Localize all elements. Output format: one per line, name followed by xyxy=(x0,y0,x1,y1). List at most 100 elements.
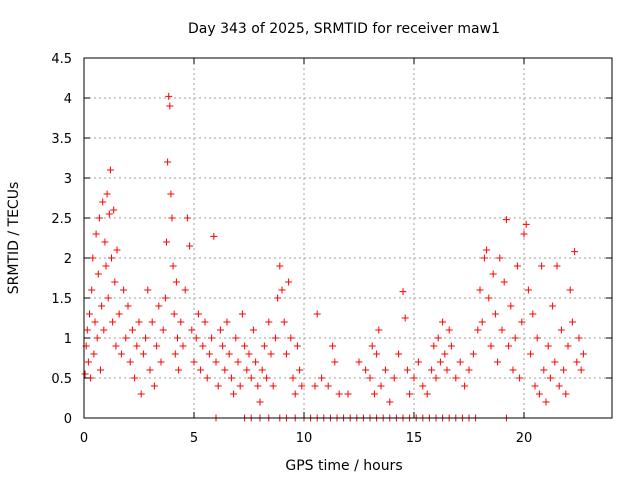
data-point xyxy=(247,374,255,382)
data-point xyxy=(456,358,464,366)
data-point xyxy=(474,326,482,334)
data-point xyxy=(355,358,363,366)
data-point xyxy=(465,366,473,374)
data-point xyxy=(529,310,537,318)
data-point xyxy=(94,270,102,278)
data-point xyxy=(531,382,539,390)
data-point xyxy=(544,342,552,350)
data-point xyxy=(476,286,484,294)
data-point xyxy=(271,334,279,342)
data-point xyxy=(505,342,513,350)
data-point xyxy=(194,310,202,318)
data-point xyxy=(227,374,235,382)
data-point xyxy=(560,366,568,374)
data-points xyxy=(81,92,587,422)
data-point xyxy=(368,342,376,350)
data-point xyxy=(282,350,290,358)
data-point xyxy=(110,206,118,214)
data-point xyxy=(445,326,453,334)
data-point xyxy=(509,366,517,374)
data-point xyxy=(245,350,253,358)
data-point xyxy=(399,288,407,296)
data-point xyxy=(577,366,585,374)
data-point xyxy=(518,318,526,326)
data-point xyxy=(161,294,169,302)
data-point xyxy=(115,310,123,318)
data-point xyxy=(108,254,115,262)
data-point xyxy=(546,374,554,382)
data-point xyxy=(86,310,93,318)
data-point xyxy=(375,326,383,334)
data-point xyxy=(269,382,277,390)
data-point xyxy=(434,334,442,342)
data-point xyxy=(447,342,455,350)
data-point xyxy=(313,310,321,318)
data-point xyxy=(142,334,150,342)
data-point xyxy=(491,310,499,318)
data-point xyxy=(516,374,524,382)
data-point xyxy=(238,310,246,318)
data-point xyxy=(225,350,233,358)
data-point xyxy=(113,246,121,254)
data-point xyxy=(410,374,418,382)
data-point xyxy=(128,326,136,334)
data-point xyxy=(390,374,398,382)
data-point xyxy=(291,390,299,398)
data-point xyxy=(148,318,156,326)
data-point xyxy=(131,374,139,382)
data-point xyxy=(102,262,110,270)
data-point xyxy=(190,358,198,366)
data-point xyxy=(122,334,130,342)
data-point xyxy=(443,366,451,374)
data-point xyxy=(157,358,165,366)
data-point xyxy=(329,342,337,350)
data-point xyxy=(183,214,191,222)
data-point xyxy=(232,334,240,342)
data-point xyxy=(287,334,295,342)
data-point xyxy=(513,262,521,270)
data-point xyxy=(165,92,173,100)
data-point xyxy=(542,398,550,406)
data-point xyxy=(263,374,271,382)
data-point xyxy=(230,390,238,398)
data-point xyxy=(111,278,119,286)
data-point xyxy=(146,366,154,374)
data-point xyxy=(377,382,385,390)
data-point xyxy=(112,342,120,350)
data-point xyxy=(381,366,389,374)
data-point xyxy=(219,342,227,350)
data-point xyxy=(395,350,403,358)
y-tick-label: 3 xyxy=(64,172,72,187)
data-point xyxy=(274,294,282,302)
data-point xyxy=(84,358,92,366)
data-point xyxy=(575,334,583,342)
data-point xyxy=(172,278,180,286)
data-point xyxy=(522,220,530,228)
data-point xyxy=(126,358,134,366)
data-point xyxy=(192,334,200,342)
data-point xyxy=(236,382,244,390)
data-point xyxy=(461,382,469,390)
data-point xyxy=(90,350,98,358)
data-point xyxy=(524,286,532,294)
data-point xyxy=(498,326,506,334)
x-axis-label: GPS time / hours xyxy=(285,458,402,474)
data-point xyxy=(214,382,222,390)
data-point xyxy=(83,326,91,334)
data-point xyxy=(98,302,106,310)
y-tick-label: 0.5 xyxy=(51,372,72,387)
data-point xyxy=(181,286,189,294)
data-point xyxy=(507,302,515,310)
data-point xyxy=(296,366,304,374)
data-point xyxy=(538,262,546,270)
data-point xyxy=(179,342,187,350)
chart-title: Day 343 of 2025, SRMTID for receiver maw… xyxy=(188,21,500,37)
data-point xyxy=(540,366,548,374)
data-point xyxy=(289,374,297,382)
data-point xyxy=(150,382,158,390)
data-point xyxy=(153,342,161,350)
data-point xyxy=(298,382,306,390)
data-point xyxy=(252,358,260,366)
data-point xyxy=(335,390,343,398)
